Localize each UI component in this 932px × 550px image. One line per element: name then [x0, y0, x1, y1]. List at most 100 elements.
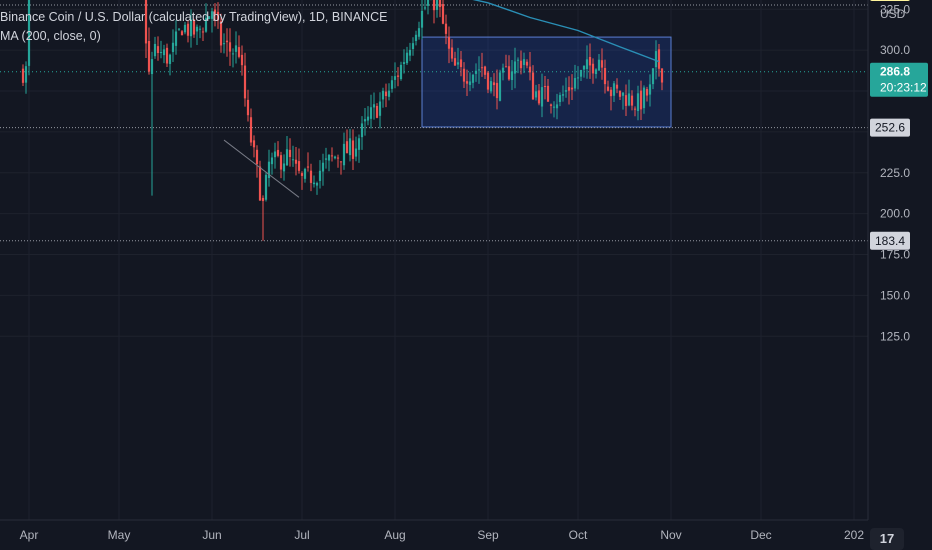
candle	[492, 82, 496, 86]
candle	[603, 68, 607, 85]
candle	[177, 28, 181, 30]
tradingview-logo-icon[interactable]: 17	[870, 528, 904, 550]
candle	[207, 16, 211, 20]
candle	[243, 65, 247, 99]
candle	[579, 69, 583, 77]
candle	[501, 67, 505, 73]
current-price-badge	[870, 62, 928, 97]
candle	[168, 54, 172, 64]
price-label: 183.4	[875, 234, 905, 248]
candle	[369, 107, 373, 119]
candle	[570, 87, 574, 90]
candle	[438, 0, 442, 8]
candle	[255, 149, 259, 165]
candle	[378, 101, 382, 116]
candle	[363, 119, 367, 122]
candle	[291, 159, 295, 161]
x-tick-label: Dec	[750, 528, 771, 542]
candle	[321, 162, 325, 172]
x-tick-label: Sep	[477, 528, 499, 542]
ma-line[interactable]	[29, 0, 660, 63]
candle	[546, 85, 550, 102]
price-label-box	[870, 0, 910, 1]
y-tick-label: 150.0	[880, 288, 910, 302]
candle	[591, 63, 595, 74]
candle	[144, 0, 148, 44]
candle	[615, 84, 619, 89]
candle	[159, 52, 163, 54]
candle	[153, 43, 157, 57]
candle	[216, 11, 220, 21]
candle	[333, 156, 337, 159]
candle	[531, 72, 535, 100]
candle	[597, 59, 601, 71]
candle	[453, 58, 457, 66]
candle	[639, 90, 643, 110]
candle	[339, 161, 343, 163]
candle	[246, 99, 250, 116]
candle	[564, 90, 568, 92]
candle	[258, 166, 262, 201]
candle	[189, 19, 193, 37]
candle	[624, 95, 628, 106]
candle	[420, 10, 424, 28]
candle	[21, 68, 25, 83]
candle	[195, 26, 199, 32]
candle	[396, 75, 400, 77]
candle	[585, 59, 589, 69]
y-tick-label: 225.0	[880, 166, 910, 180]
candle	[318, 170, 322, 181]
x-tick-label: Oct	[569, 528, 588, 542]
candle	[300, 173, 304, 176]
candle	[360, 123, 364, 138]
candle	[552, 106, 556, 108]
candle	[576, 77, 580, 79]
candle	[273, 151, 277, 158]
candle	[336, 157, 340, 159]
candle	[423, 7, 427, 9]
candle	[414, 34, 418, 41]
candle	[228, 42, 232, 52]
candle	[609, 89, 613, 97]
candle	[249, 117, 253, 143]
candle	[405, 52, 409, 64]
candle	[450, 47, 454, 59]
candle	[327, 154, 331, 161]
x-tick-label: Jun	[202, 528, 221, 542]
candle	[198, 28, 202, 30]
candle	[477, 69, 481, 71]
candle	[654, 51, 658, 68]
candle	[480, 67, 484, 69]
candle	[348, 138, 352, 156]
candle	[180, 31, 184, 36]
candle	[471, 74, 475, 83]
candle	[651, 68, 655, 85]
x-tick-label: Jul	[294, 528, 309, 542]
candle	[600, 60, 604, 68]
candle	[270, 157, 274, 165]
candle	[504, 66, 508, 68]
candle	[174, 31, 178, 46]
countdown-label: 20:23:12	[880, 81, 927, 95]
candle	[294, 159, 298, 164]
symbol-title[interactable]: Binance Coin / U.S. Dollar (calculated b…	[0, 10, 388, 24]
candle	[357, 138, 361, 150]
candle	[486, 72, 490, 90]
time-axis[interactable]	[0, 520, 932, 550]
candle	[309, 170, 313, 183]
candle	[534, 91, 538, 98]
candle	[432, 0, 436, 11]
candle	[633, 108, 637, 110]
range-box[interactable]	[421, 36, 672, 128]
candle	[618, 90, 622, 97]
ma-legend[interactable]: MA (200, close, 0)	[0, 29, 101, 43]
trendline[interactable]	[223, 139, 300, 198]
candle	[297, 161, 301, 171]
candle	[408, 49, 412, 56]
candle	[465, 81, 469, 84]
candle	[543, 85, 547, 88]
candle	[660, 68, 664, 83]
legend: Binance Coin / U.S. Dollar (calculated b…	[0, 8, 387, 46]
